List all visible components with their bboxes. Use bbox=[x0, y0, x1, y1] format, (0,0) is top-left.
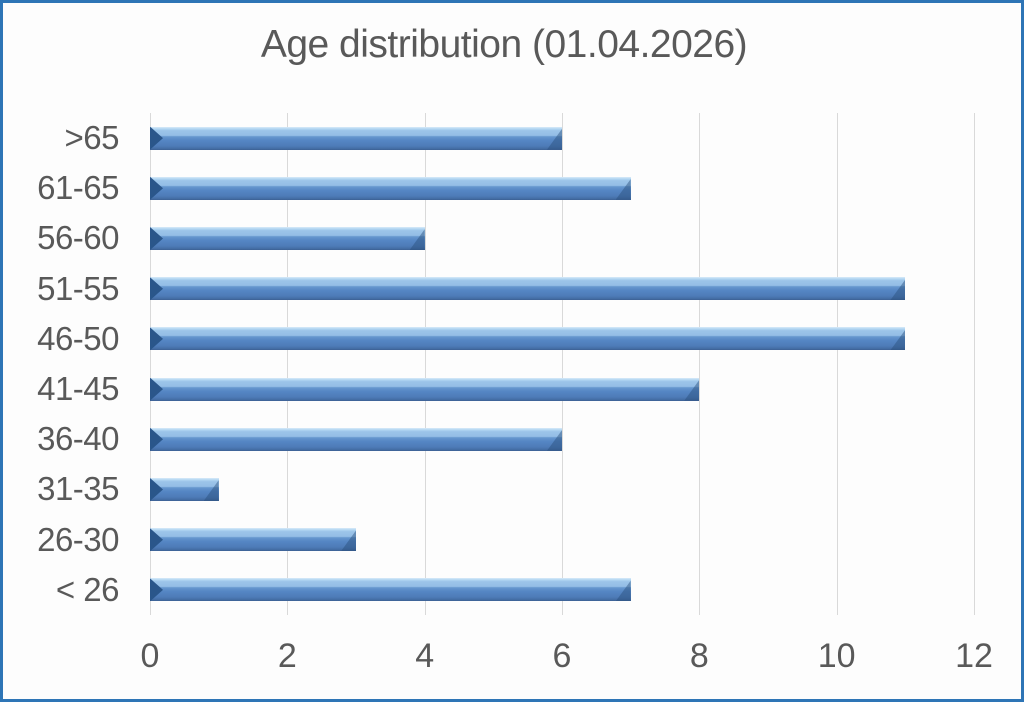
x-axis-tick-label: 6 bbox=[552, 637, 572, 675]
bar-31-35 bbox=[150, 478, 219, 501]
bar-56-60 bbox=[150, 227, 425, 250]
y-axis-tick-label: 51-55 bbox=[37, 269, 119, 307]
bar->65 bbox=[150, 126, 562, 150]
gridline-x-2 bbox=[287, 113, 289, 615]
chart-title: Age distribution (01.04.2026) bbox=[260, 23, 748, 66]
y-axis-tick-label: 61-65 bbox=[37, 169, 119, 207]
y-axis-tick-label: 41-45 bbox=[37, 370, 119, 407]
x-axis-tick-label: 8 bbox=[689, 637, 709, 675]
y-axis-tick-label: 36-40 bbox=[37, 420, 119, 458]
bar-<26 bbox=[150, 578, 631, 602]
y-axis-tick-label: >65 bbox=[64, 119, 120, 156]
x-axis-tick-label: 12 bbox=[955, 637, 993, 675]
gridline-x-10 bbox=[836, 113, 838, 615]
gridline-x-4 bbox=[424, 113, 426, 615]
gridline-x-6 bbox=[562, 113, 563, 615]
plot-area bbox=[150, 113, 975, 615]
y-axis-tick-label: 56-60 bbox=[37, 219, 119, 257]
bar-46-50 bbox=[150, 327, 906, 351]
bar-61-65 bbox=[150, 176, 631, 200]
bar-26-30 bbox=[150, 528, 356, 552]
x-axis-labels: 0 2 4 6 8 10 12 bbox=[141, 637, 993, 679]
y-axis-tick-label: 26-30 bbox=[37, 520, 119, 558]
y-axis-tick-label: < 26 bbox=[55, 570, 120, 608]
bar-41-45 bbox=[150, 377, 700, 401]
gridline-x-0 bbox=[150, 113, 151, 615]
y-axis-tick-label: 46-50 bbox=[37, 319, 119, 357]
y-axis-tick-label: 31-35 bbox=[37, 470, 119, 508]
x-axis-tick-label: 4 bbox=[415, 637, 435, 675]
bar-36-40 bbox=[150, 427, 562, 451]
x-axis-tick-label: 10 bbox=[817, 637, 856, 675]
bar-51-55 bbox=[150, 277, 906, 301]
y-axis-labels: >65 61-65 56-60 51-55 46-50 41-45 36-40 31-35 26… bbox=[3, 113, 119, 615]
gridline-x-8 bbox=[699, 113, 701, 615]
x-axis-tick-label: 2 bbox=[277, 637, 297, 675]
x-axis-tick-label: 0 bbox=[140, 637, 160, 675]
gridline-x-12 bbox=[974, 113, 975, 615]
